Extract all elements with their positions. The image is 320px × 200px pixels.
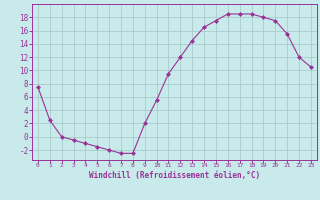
X-axis label: Windchill (Refroidissement éolien,°C): Windchill (Refroidissement éolien,°C): [89, 171, 260, 180]
